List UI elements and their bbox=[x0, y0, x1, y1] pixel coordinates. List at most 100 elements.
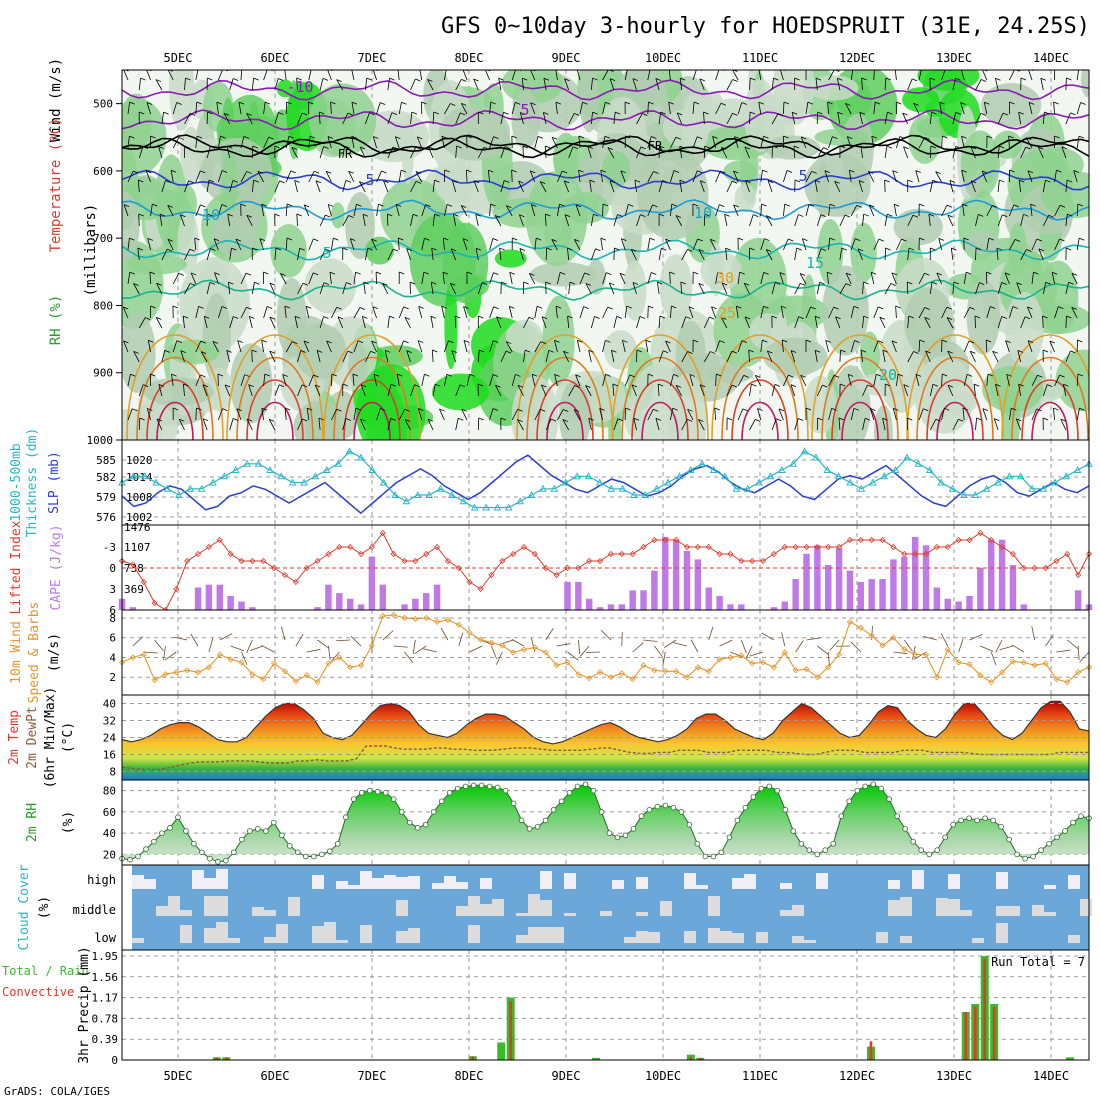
wind-barb-flag bbox=[699, 384, 706, 388]
wind-barb bbox=[779, 272, 784, 285]
rh-point bbox=[998, 823, 1004, 830]
wind-barb-flag bbox=[875, 101, 881, 105]
wind-barb bbox=[647, 136, 652, 149]
thickness-point bbox=[197, 484, 206, 492]
wind-barb bbox=[263, 136, 270, 149]
wind-barb bbox=[505, 205, 513, 217]
wind-barb bbox=[297, 248, 301, 261]
wind-barb bbox=[226, 350, 231, 363]
wind-barb bbox=[138, 146, 144, 159]
wind-barb bbox=[241, 651, 248, 666]
lifted-index-point bbox=[205, 543, 212, 551]
wind-barb bbox=[783, 170, 788, 183]
wind-barb bbox=[1076, 136, 1080, 149]
cape-bar bbox=[901, 556, 908, 610]
wind-barb bbox=[406, 350, 411, 363]
cloud-cell bbox=[1008, 906, 1020, 916]
rh-shade-cell bbox=[981, 83, 1042, 128]
wind-barb-flag bbox=[680, 281, 686, 285]
wind-barb-flag bbox=[180, 214, 186, 218]
cloud-cell bbox=[132, 938, 144, 943]
wind-barb bbox=[960, 102, 965, 115]
wind-barb-flag bbox=[765, 215, 772, 218]
cloud-cell bbox=[456, 882, 468, 889]
wind-barb-flag bbox=[860, 145, 867, 149]
rh-point bbox=[838, 813, 845, 819]
precip-convective-bar bbox=[973, 1006, 977, 1060]
wind-barb-flag bbox=[548, 349, 554, 353]
lifted-index-point bbox=[151, 599, 158, 607]
wind-barb bbox=[918, 408, 924, 421]
wind-barb bbox=[781, 340, 784, 353]
wind-barb-flag bbox=[244, 374, 250, 377]
wind-barb bbox=[229, 248, 232, 261]
wind-barb-flag bbox=[834, 70, 840, 72]
wind-speed-point bbox=[803, 666, 810, 673]
cloud-cell bbox=[564, 873, 576, 889]
wind-barb-flag bbox=[309, 135, 316, 139]
wind-barb bbox=[371, 238, 377, 251]
wind-barb bbox=[499, 248, 502, 261]
wind-barb-flag bbox=[617, 418, 624, 422]
wind-barb bbox=[975, 282, 980, 295]
wind-barb-flag bbox=[930, 145, 937, 149]
thickness-point bbox=[778, 466, 786, 473]
wind-barb bbox=[518, 180, 524, 193]
wind-barb-flag bbox=[876, 373, 882, 377]
wind-barb-flag bbox=[805, 339, 812, 343]
thickness-point bbox=[743, 484, 752, 492]
wind-barb bbox=[353, 408, 357, 421]
wind-barb bbox=[491, 645, 498, 660]
lifted-index-point bbox=[629, 550, 636, 558]
lifted-index-point bbox=[738, 557, 745, 565]
wind-barb-flag bbox=[190, 283, 196, 286]
cape-bar bbox=[933, 587, 941, 610]
wind-barb-flag bbox=[226, 350, 232, 353]
wind-barb-flag bbox=[243, 135, 250, 139]
thickness-point bbox=[311, 472, 320, 480]
wind-barb bbox=[754, 375, 762, 387]
wind-barb-flag bbox=[1002, 112, 1009, 116]
wind-barb bbox=[760, 170, 763, 183]
wind-barb-flag bbox=[435, 383, 441, 387]
wind-barb-flag bbox=[624, 101, 631, 105]
wind-barb-flag bbox=[207, 111, 213, 115]
wind-barb-flag bbox=[453, 213, 459, 217]
wind-barb-flag bbox=[798, 418, 804, 421]
thickness-point bbox=[732, 484, 741, 492]
wind-speed-point bbox=[216, 651, 223, 658]
cloud-cell bbox=[144, 879, 156, 889]
lifted-index-point bbox=[271, 564, 278, 572]
wind-barb-flag bbox=[924, 307, 930, 310]
wind-barb-flag bbox=[454, 315, 461, 319]
wind-barb-flag bbox=[1068, 281, 1074, 285]
wind-barb-flag bbox=[687, 408, 693, 412]
wind-barb bbox=[155, 317, 163, 329]
wind-barb-flag bbox=[773, 77, 779, 81]
wind-barb-flag bbox=[987, 373, 994, 377]
wind-barb bbox=[699, 78, 705, 91]
wind-speed-point bbox=[238, 659, 245, 666]
cape-bar bbox=[662, 536, 669, 610]
wind-barb-flag bbox=[990, 306, 996, 309]
wind-barb-flag bbox=[541, 384, 547, 388]
wind-barb-flag bbox=[232, 418, 239, 421]
cloud-cell bbox=[252, 907, 264, 916]
wind-barb-flag bbox=[575, 204, 582, 208]
wind-barb bbox=[184, 283, 191, 295]
lifted-index-point bbox=[694, 543, 701, 551]
wind-barb-flag bbox=[1038, 248, 1045, 252]
rh-point bbox=[151, 838, 157, 845]
wind-barb bbox=[607, 147, 615, 159]
rh-shade-cell bbox=[902, 87, 940, 113]
temperature-contour bbox=[122, 279, 1089, 301]
wind-barb-flag bbox=[275, 247, 282, 251]
precip-convective-bar bbox=[869, 1041, 873, 1060]
thickness-point bbox=[994, 478, 1002, 486]
wind-barb-flag bbox=[478, 315, 484, 319]
cape-bar bbox=[368, 556, 376, 610]
wind-barb-flag bbox=[196, 407, 202, 411]
cloud-cell bbox=[288, 897, 300, 916]
wind-barb bbox=[284, 408, 287, 421]
wind-barb-flag bbox=[326, 170, 332, 174]
